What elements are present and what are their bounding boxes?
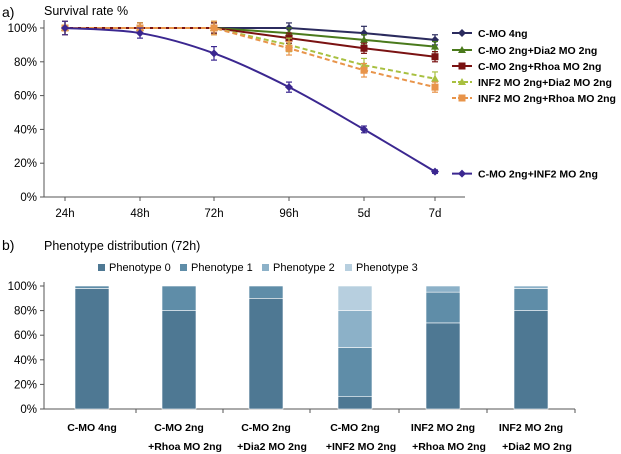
data-point [360, 66, 368, 74]
y-tick-label: 100% [8, 23, 37, 35]
bar-segment [425, 291, 461, 324]
y-tick-label: 60% [14, 91, 37, 103]
data-point [136, 29, 144, 38]
bar-segment [337, 396, 373, 410]
panel-b-title: Phenotype distribution (72h) [44, 239, 200, 253]
panel-b-label: b) [2, 237, 14, 253]
y-tick-label: 60% [14, 330, 37, 342]
bar-group-3 [248, 285, 284, 410]
x-tick-label: 72h [204, 208, 223, 220]
x-tick-label: 7d [429, 208, 442, 220]
bar-group-6 [513, 285, 549, 410]
series-line [65, 27, 436, 58]
y-tick-label: 20% [14, 158, 37, 170]
x-tick-label: +Rhoa MO 2ng [148, 441, 222, 453]
x-tick-label: INF2 MO 2ng [499, 422, 563, 434]
data-point [61, 24, 69, 32]
data-point [458, 78, 466, 85]
y-tick-label: 40% [14, 124, 37, 136]
legend-label: INF2 MO 2ng+Rhoa MO 2ng [478, 93, 616, 105]
bar-segment [337, 347, 373, 398]
bar-segment [161, 285, 197, 311]
data-point [431, 83, 439, 91]
data-point [360, 44, 368, 52]
legend-swatch [345, 264, 352, 271]
bar-group-1 [74, 285, 110, 410]
x-tick-label: C-MO 2ng [241, 422, 291, 434]
y-tick-label: 0% [20, 192, 37, 204]
legend: C-MO 4ng C-MO 2ng+Dia2 MO 2ng C-MO 2ng+Rho… [452, 28, 616, 181]
x-tick-label: C-MO 2ng [154, 422, 204, 434]
x-tick-label: C-MO 4ng [67, 422, 117, 434]
x-tick-label: C-MO 2ng [330, 422, 380, 434]
survival-chart: 0% 20% 40% 60% 80% 100% 24h 48h 72h 96h 5d 7d C-MO 4… [8, 20, 616, 220]
legend-label: C-MO 4ng [478, 28, 528, 40]
bar-segment [248, 285, 284, 299]
y-tick-label: 80% [14, 57, 37, 69]
x-tick-label: +Dia2 MO 2ng [237, 441, 307, 453]
legend-swatch [180, 264, 187, 271]
phenotype-chart: 0% 20% 40% 60% 80% 100% Phenotype 0 Phenotype 1… [8, 262, 576, 453]
data-point [431, 167, 439, 176]
bar-group-2 [161, 285, 197, 410]
data-point [431, 42, 439, 50]
x-tick-label: 96h [279, 208, 298, 220]
legend-label: C-MO 2ng+Dia2 MO 2ng [478, 45, 597, 57]
y-tick-label: 40% [14, 355, 37, 367]
x-tick-label: INF2 MO 2ng [411, 422, 475, 434]
data-point [360, 35, 368, 43]
panel-a-label: a) [2, 4, 14, 20]
y-tick-label: 100% [8, 281, 37, 293]
legend-label: C-MO 2ng+INF2 MO 2ng [478, 169, 598, 181]
data-point [210, 24, 218, 32]
bar-segment [425, 322, 461, 410]
data-point [458, 169, 466, 178]
legend: Phenotype 0 Phenotype 1 Phenotype 2 Phenoty… [98, 262, 418, 274]
bar-segment [513, 310, 549, 410]
legend-swatch [262, 264, 269, 271]
data-point [458, 94, 466, 102]
data-point [458, 46, 466, 53]
data-point [210, 49, 218, 58]
y-tick-label: 20% [14, 379, 37, 391]
data-point [431, 53, 439, 61]
bar-segment [513, 285, 549, 289]
data-point [360, 125, 368, 134]
data-point [285, 83, 293, 92]
x-tick-label: +INF2 MO 2ng [326, 441, 396, 453]
x-tick-label: 24h [55, 208, 74, 220]
y-tick-label: 80% [14, 306, 37, 318]
legend-label: INF2 MO 2ng+Dia2 MO 2ng [478, 77, 612, 89]
series-line [65, 27, 436, 89]
bar-segment [161, 310, 197, 410]
series-line [65, 27, 436, 80]
y-tick-label: 0% [20, 404, 37, 416]
legend-swatch [98, 264, 105, 271]
legend-label: Phenotype 3 [356, 262, 418, 274]
data-point [458, 62, 466, 70]
panel-a-title: Survival rate % [44, 4, 128, 18]
x-tick-label: 48h [130, 208, 149, 220]
legend-label: Phenotype 0 [109, 262, 171, 274]
legend-label: Phenotype 1 [191, 262, 253, 274]
x-tick-label: 5d [358, 208, 371, 220]
bar-segment [513, 288, 549, 311]
data-point [285, 44, 293, 52]
series-6 [61, 20, 439, 176]
bar-segment [74, 288, 110, 410]
bar-group-5 [425, 285, 461, 410]
legend-label: C-MO 2ng+Rhoa MO 2ng [478, 61, 601, 73]
bar-segment [425, 285, 461, 293]
legend-label: Phenotype 2 [273, 262, 335, 274]
bar-segment [74, 285, 110, 289]
x-tick-label: +Dia2 MO 2ng [502, 441, 572, 453]
bar-group-4 [337, 285, 373, 410]
x-tick-label: +Rhoa MO 2ng [412, 441, 486, 453]
bar-segment [337, 285, 373, 311]
bar-segment [248, 297, 284, 410]
data-point [458, 29, 466, 37]
data-point [431, 74, 439, 82]
bar-segment [337, 310, 373, 348]
